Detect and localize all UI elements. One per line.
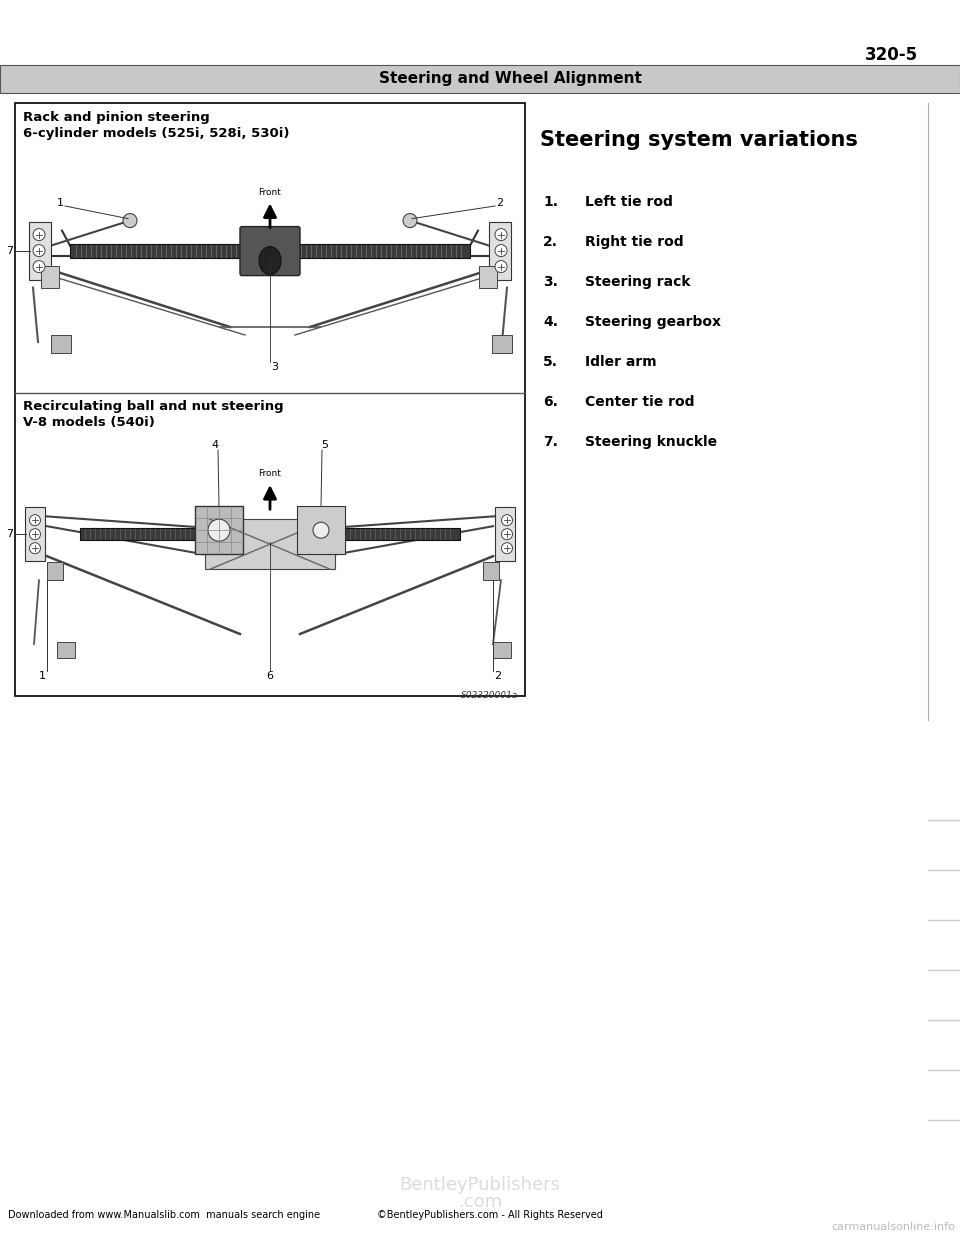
Text: 6: 6 xyxy=(267,671,274,681)
Text: S02320001a: S02320001a xyxy=(461,691,518,700)
Circle shape xyxy=(495,261,507,272)
Circle shape xyxy=(33,229,45,241)
Text: Front: Front xyxy=(258,188,281,196)
FancyBboxPatch shape xyxy=(489,221,511,279)
Text: 6-cylinder models (525i, 528i, 530i): 6-cylinder models (525i, 528i, 530i) xyxy=(23,127,290,140)
FancyBboxPatch shape xyxy=(29,221,51,279)
Bar xyxy=(493,642,511,658)
Text: Steering rack: Steering rack xyxy=(585,274,690,289)
Circle shape xyxy=(495,245,507,257)
FancyBboxPatch shape xyxy=(240,226,300,276)
Text: 6.: 6. xyxy=(543,395,558,409)
Ellipse shape xyxy=(259,247,281,274)
FancyBboxPatch shape xyxy=(495,507,515,561)
Circle shape xyxy=(501,514,513,525)
Text: 1.: 1. xyxy=(543,195,558,209)
Text: Steering and Wheel Alignment: Steering and Wheel Alignment xyxy=(378,72,641,87)
Text: 2.: 2. xyxy=(543,235,558,248)
Circle shape xyxy=(495,229,507,241)
Text: 1: 1 xyxy=(57,197,63,207)
Circle shape xyxy=(403,214,417,227)
Bar xyxy=(0,65,960,93)
Text: 1: 1 xyxy=(38,671,45,681)
Text: Left tie rod: Left tie rod xyxy=(585,195,673,209)
Bar xyxy=(57,642,75,658)
Text: 7: 7 xyxy=(6,529,13,539)
Bar xyxy=(195,507,243,554)
Text: Steering gearbox: Steering gearbox xyxy=(585,315,721,329)
Circle shape xyxy=(501,529,513,540)
Bar xyxy=(492,335,512,353)
Text: 5.: 5. xyxy=(543,355,558,369)
Text: Center tie rod: Center tie rod xyxy=(585,395,694,409)
Text: 3.: 3. xyxy=(543,274,558,289)
Circle shape xyxy=(501,543,513,554)
Bar xyxy=(479,266,497,288)
Text: BentleyPublishers: BentleyPublishers xyxy=(399,1176,561,1194)
Bar xyxy=(41,266,59,288)
Text: 2: 2 xyxy=(494,671,501,681)
Text: 320-5: 320-5 xyxy=(865,46,918,65)
Bar xyxy=(297,507,345,554)
Bar xyxy=(483,563,499,580)
Text: ©BentleyPublishers.com - All Rights Reserved: ©BentleyPublishers.com - All Rights Rese… xyxy=(377,1210,603,1220)
Polygon shape xyxy=(205,519,335,569)
Text: Recirculating ball and nut steering: Recirculating ball and nut steering xyxy=(23,400,283,414)
Text: Downloaded from www.Manualslib.com  manuals search engine: Downloaded from www.Manualslib.com manua… xyxy=(8,1210,320,1220)
FancyBboxPatch shape xyxy=(25,507,45,561)
Text: Steering system variations: Steering system variations xyxy=(540,130,858,150)
Text: Right tie rod: Right tie rod xyxy=(585,235,684,248)
Text: 4: 4 xyxy=(211,440,219,450)
Text: Steering knuckle: Steering knuckle xyxy=(585,435,717,450)
Bar xyxy=(15,103,525,696)
Circle shape xyxy=(313,522,329,538)
Text: .com: .com xyxy=(458,1194,502,1211)
Circle shape xyxy=(30,514,40,525)
Circle shape xyxy=(33,245,45,257)
Bar xyxy=(47,563,63,580)
Circle shape xyxy=(30,529,40,540)
Bar xyxy=(80,528,460,540)
Text: Front: Front xyxy=(258,469,281,478)
Circle shape xyxy=(33,261,45,272)
Text: Idler arm: Idler arm xyxy=(585,355,657,369)
Text: 7: 7 xyxy=(6,246,13,256)
Text: V-8 models (540i): V-8 models (540i) xyxy=(23,416,155,428)
Text: carmanualsonline.info: carmanualsonline.info xyxy=(831,1222,955,1232)
Text: 2: 2 xyxy=(496,197,504,207)
Bar xyxy=(51,335,71,353)
Text: 7.: 7. xyxy=(543,435,558,450)
Text: 4.: 4. xyxy=(543,315,558,329)
Text: 5: 5 xyxy=(322,440,328,450)
Bar xyxy=(70,243,470,257)
Circle shape xyxy=(30,543,40,554)
Circle shape xyxy=(208,519,230,542)
Text: 3: 3 xyxy=(272,361,278,373)
Circle shape xyxy=(123,214,137,227)
Text: Rack and pinion steering: Rack and pinion steering xyxy=(23,111,209,124)
